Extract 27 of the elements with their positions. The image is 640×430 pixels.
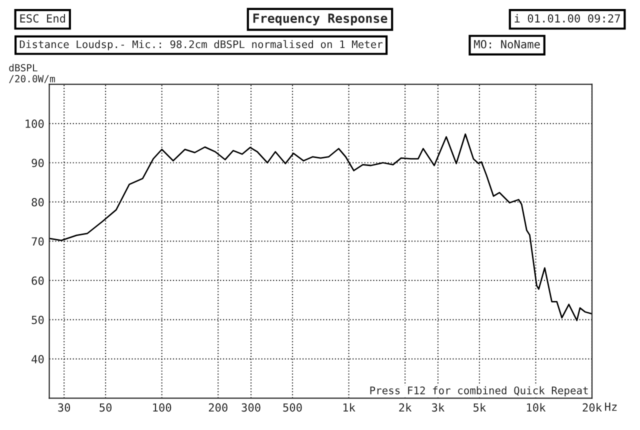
y-tick-label: 100 (26, 120, 44, 128)
y-tick-label: 80 (32, 198, 44, 206)
text: MO: NoName (474, 40, 540, 48)
x-axis-title: Hz (605, 402, 617, 411)
x-tick-label: 5k (474, 403, 486, 412)
x-tick-label: 30 (58, 403, 70, 412)
x-tick-label: 500 (283, 403, 302, 412)
x-tick-label: 10k (527, 403, 546, 412)
x-tick-label: 3k (432, 403, 444, 412)
x-tick-label: 200 (208, 403, 228, 412)
x-tick-label: 300 (242, 403, 260, 412)
x-tick-label: 100 (153, 403, 172, 412)
y-tick-label: 90 (32, 158, 44, 168)
y-tick-label: 60 (32, 276, 44, 285)
x-tick-label: 2k (399, 403, 412, 412)
y-tick-label: 40 (32, 354, 44, 364)
text: i 01.01.00 09:27 (514, 14, 620, 23)
y-tick-label: 50 (32, 316, 44, 324)
x-tick-label: 1k (343, 403, 356, 412)
text: ESC End (20, 14, 65, 23)
chart-subtitle: Distance Loudsp.- Mic.: 98.2cm dBSPL normalised on 1 Meter (20, 40, 383, 50)
y-tick-label: 70 (32, 237, 44, 246)
chart-title: Frequency Response (253, 14, 388, 26)
x-tick-label: 20k (582, 403, 602, 412)
x-tick-label: 50 (100, 403, 112, 412)
y-axis-title: dBSPL /20.0W/m (9, 64, 55, 84)
annotation: Press F12 for combined Quick Repeat (370, 386, 588, 396)
